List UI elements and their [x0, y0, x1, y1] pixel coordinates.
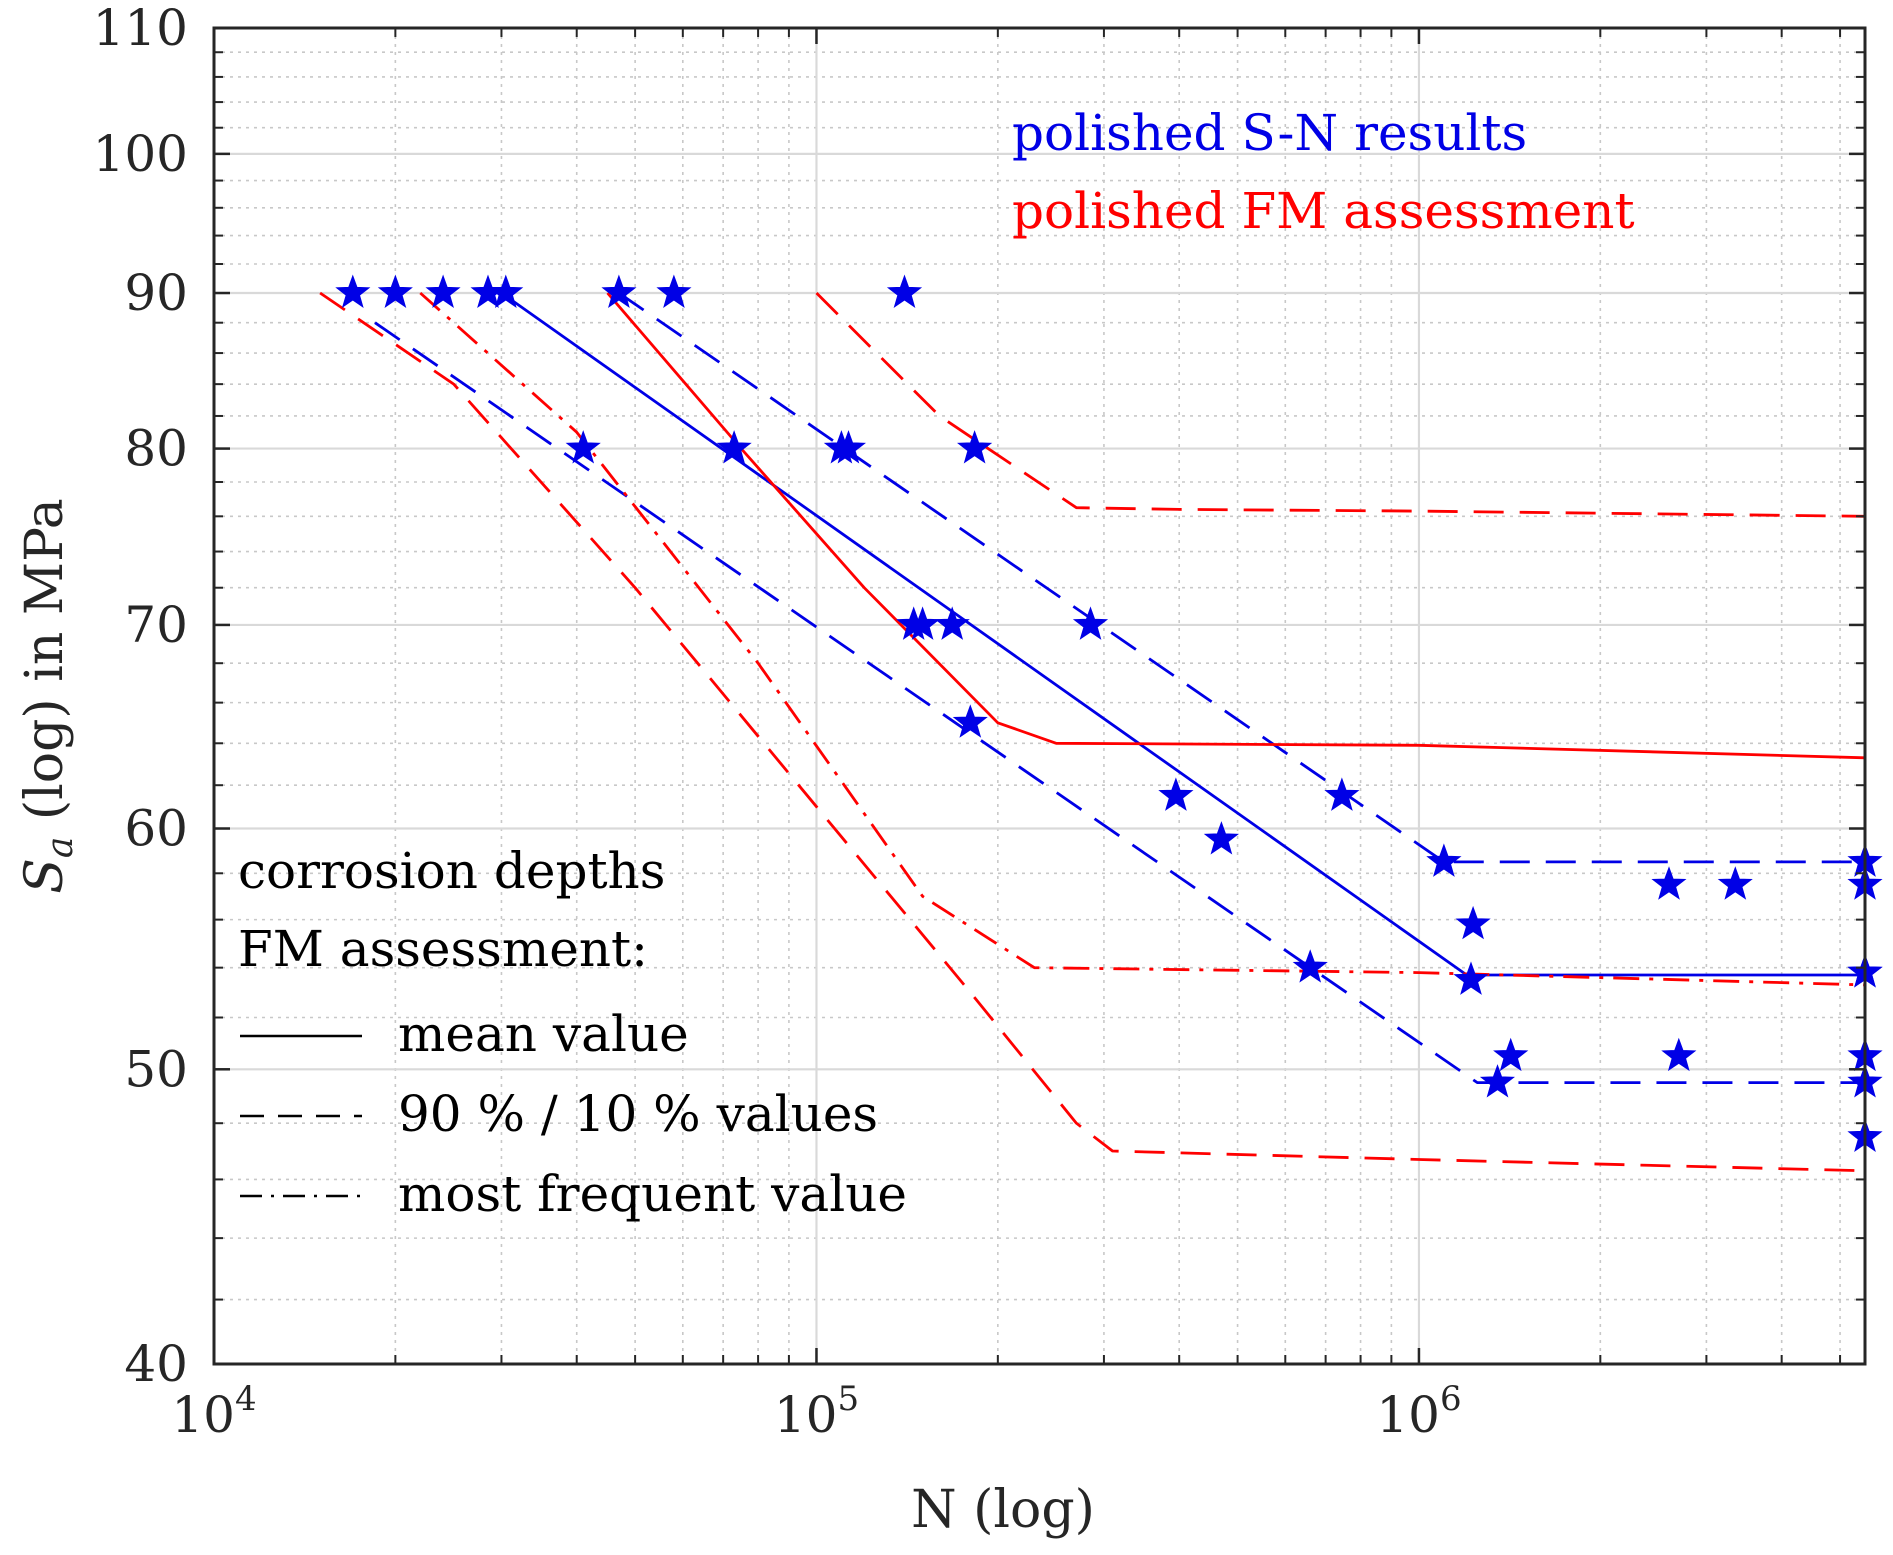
series-line-s-n-10 [374, 321, 1865, 1084]
sn-data-point-star [335, 274, 371, 308]
y-tick-label: 90 [124, 264, 188, 322]
x-tick-label-base: 10 [1376, 1386, 1440, 1444]
annotation-fm: polished FM assessment [1012, 182, 1635, 240]
sn-data-point-star [1203, 821, 1239, 855]
sn-data-point-star [1651, 866, 1687, 900]
y-tick-label: 40 [124, 1335, 188, 1393]
series-line-fm-10-value [319, 291, 1865, 1173]
sn-data-point-star [934, 606, 970, 640]
sn-data-point-star [957, 430, 993, 464]
x-axis: 104 105 106 [171, 28, 1842, 1444]
y-tick-label: 60 [124, 800, 188, 858]
legend-entry-90-10: 90 % / 10 % values [398, 1085, 878, 1143]
sn-data-point-star [1453, 961, 1489, 995]
y-axis-label-rest: (log) in MPa [15, 498, 75, 836]
x-tick-label: 104 [171, 1379, 256, 1444]
sn-data-point-star [1661, 1037, 1697, 1072]
minor-grid [214, 28, 1865, 1364]
legend-title-line1: corrosion depths [238, 842, 665, 900]
y-tick-label: 100 [93, 125, 188, 183]
y-axis-label-subscript: a [40, 837, 81, 858]
sn-data-point-star [1479, 1064, 1515, 1098]
x-axis-label: N (log) [911, 1480, 1095, 1540]
x-tick-label-base: 10 [171, 1386, 235, 1444]
plot-frame [212, 26, 1867, 1366]
sn-data-point-star [1324, 777, 1360, 811]
sn-data-point-star [886, 274, 923, 308]
y-tick-label: 110 [93, 0, 188, 57]
x-tick-label: 106 [1376, 1379, 1461, 1444]
annotation-sn: polished S-N results [1012, 104, 1527, 162]
sn-data-point-star [565, 430, 601, 464]
sn-data-point-star [425, 274, 461, 308]
sn-data-point-star [1455, 905, 1491, 940]
x-tick-label-base: 10 [774, 1386, 838, 1444]
series-line-s-n-90 [618, 291, 1865, 864]
sn-data-point-star [1493, 1037, 1529, 1072]
sn-data-point-star [1158, 777, 1194, 811]
sn-data-point-star [716, 430, 752, 464]
sn-data-point-star [1072, 606, 1109, 640]
x-tick-label-exponent: 6 [1440, 1379, 1462, 1419]
y-tick-label: 80 [124, 420, 188, 478]
sn-data-point-star [830, 430, 866, 464]
sn-data-point-star [1426, 843, 1462, 877]
sn-data-point-star [1717, 866, 1753, 900]
legend: corrosion depths FM assessment: mean val… [238, 842, 907, 1223]
y-axis-label-symbol: S [15, 858, 75, 894]
legend-entry-most-frequent: most frequent value [398, 1165, 907, 1223]
x-tick-label-exponent: 4 [235, 1379, 257, 1419]
sn-data-point-star [377, 274, 413, 308]
sn-data-point-star [656, 274, 692, 308]
sn-data-point-star [1292, 949, 1328, 983]
series-line-fm-90-value [815, 292, 1865, 518]
series-line-fm-most-frequent-value [419, 291, 1865, 987]
x-tick-label-exponent: 5 [837, 1379, 859, 1419]
x-tick-label: 105 [774, 1379, 859, 1444]
y-axis-label: Sa (log) in MPa [15, 498, 81, 894]
y-tick-label: 70 [124, 596, 188, 654]
sn-data-point-star [905, 606, 941, 640]
y-axis: 40 50 60 70 80 90 100 110 [93, 0, 1865, 1393]
y-tick-label: 50 [124, 1040, 188, 1098]
legend-title-line2: FM assessment: [238, 920, 648, 978]
sn-data-point-star [601, 274, 637, 308]
sn-data-point-star [488, 274, 524, 308]
sn-data-point-star [952, 704, 988, 738]
legend-entry-mean: mean value [398, 1005, 689, 1063]
